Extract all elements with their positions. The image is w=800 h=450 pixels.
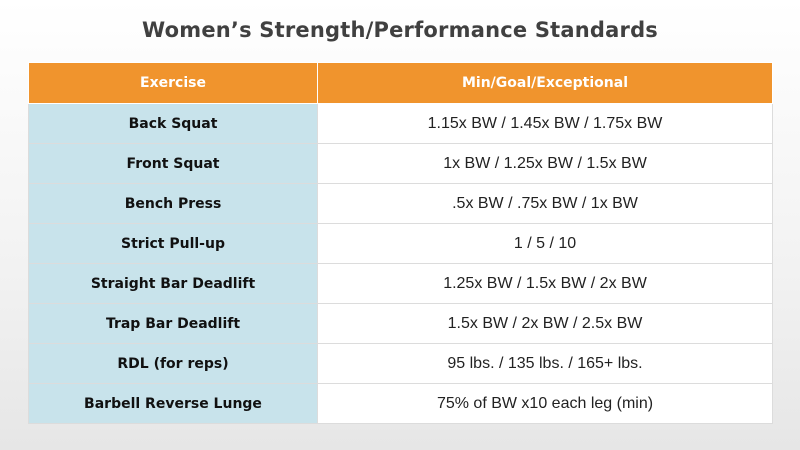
exercise-name: Back Squat bbox=[28, 103, 318, 144]
exercise-name: RDL (for reps) bbox=[28, 343, 318, 384]
table-row: Back Squat 1.15x BW / 1.45x BW / 1.75x B… bbox=[28, 103, 773, 144]
exercise-name: Strict Pull-up bbox=[28, 223, 318, 264]
standard-value: 1 / 5 / 10 bbox=[317, 223, 773, 264]
exercise-name: Bench Press bbox=[28, 183, 318, 224]
exercise-name: Barbell Reverse Lunge bbox=[28, 383, 318, 424]
table-row: Trap Bar Deadlift 1.5x BW / 2x BW / 2.5x… bbox=[28, 303, 773, 344]
exercise-name: Trap Bar Deadlift bbox=[28, 303, 318, 344]
table-row: Straight Bar Deadlift 1.25x BW / 1.5x BW… bbox=[28, 263, 773, 304]
table-header-row: Exercise Min/Goal/Exceptional bbox=[28, 62, 773, 104]
standard-value: 75% of BW x10 each leg (min) bbox=[317, 383, 773, 424]
table-row: Front Squat 1x BW / 1.25x BW / 1.5x BW bbox=[28, 143, 773, 184]
standard-value: 1.15x BW / 1.45x BW / 1.75x BW bbox=[317, 103, 773, 144]
standards-table: Exercise Min/Goal/Exceptional Back Squat… bbox=[28, 62, 773, 424]
standard-value: 1.5x BW / 2x BW / 2.5x BW bbox=[317, 303, 773, 344]
header-min-goal-exceptional: Min/Goal/Exceptional bbox=[317, 62, 773, 104]
table-row: Strict Pull-up 1 / 5 / 10 bbox=[28, 223, 773, 264]
exercise-name: Straight Bar Deadlift bbox=[28, 263, 318, 304]
slide-title: Women’s Strength/Performance Standards bbox=[142, 18, 658, 42]
exercise-name: Front Squat bbox=[28, 143, 318, 184]
standard-value: .5x BW / .75x BW / 1x BW bbox=[317, 183, 773, 224]
standard-value: 95 lbs. / 135 lbs. / 165+ lbs. bbox=[317, 343, 773, 384]
table-row: Barbell Reverse Lunge 75% of BW x10 each… bbox=[28, 383, 773, 424]
table-row: RDL (for reps) 95 lbs. / 135 lbs. / 165+… bbox=[28, 343, 773, 384]
standard-value: 1x BW / 1.25x BW / 1.5x BW bbox=[317, 143, 773, 184]
header-exercise: Exercise bbox=[28, 62, 318, 104]
standard-value: 1.25x BW / 1.5x BW / 2x BW bbox=[317, 263, 773, 304]
table-row: Bench Press .5x BW / .75x BW / 1x BW bbox=[28, 183, 773, 224]
